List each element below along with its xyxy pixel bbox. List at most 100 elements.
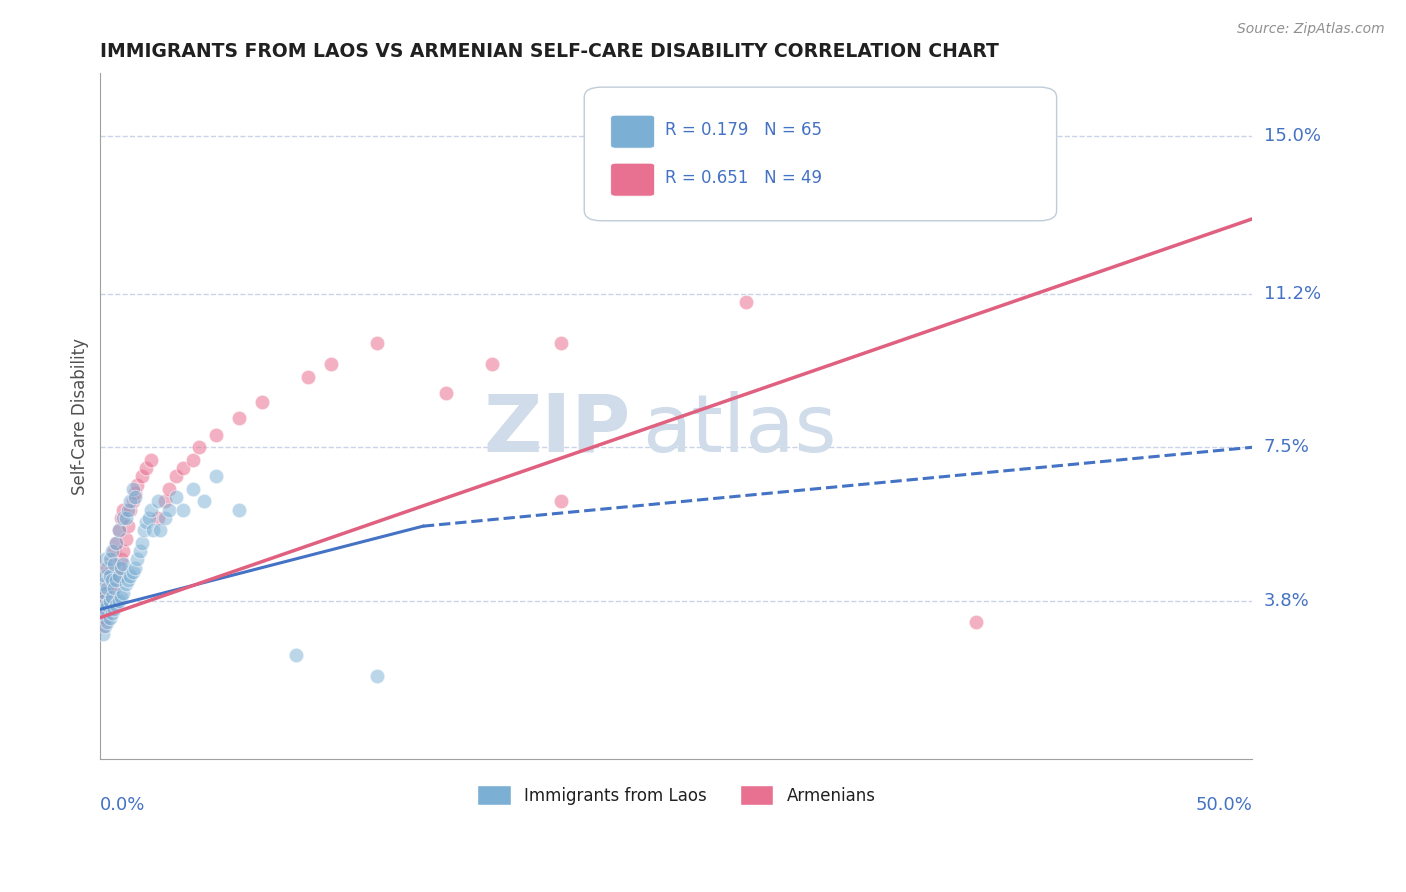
Point (550, 336, 572, 351)
Point (110, 560, 132, 574)
Point (98, 565, 121, 579)
Point (319, 357, 342, 371)
Point (112, 511, 135, 525)
Point (103, 544, 125, 558)
Text: 50.0%: 50.0% (1195, 797, 1253, 814)
Y-axis label: Self-Care Disability: Self-Care Disability (72, 337, 89, 494)
Text: Source: ZipAtlas.com: Source: ZipAtlas.com (1237, 22, 1385, 37)
Point (146, 494, 169, 508)
Text: 15.0%: 15.0% (1264, 127, 1320, 145)
Point (139, 452, 162, 467)
Point (103, 557, 125, 571)
Point (434, 386, 457, 401)
Point (101, 590, 124, 604)
Point (366, 669, 388, 683)
Point (112, 585, 135, 599)
Point (94, 560, 117, 574)
Point (101, 544, 124, 558)
Point (98, 610, 121, 624)
Point (91, 627, 114, 641)
Point (193, 494, 215, 508)
Point (105, 569, 128, 583)
Point (96, 560, 118, 574)
Point (112, 557, 135, 571)
Point (366, 336, 388, 351)
Point (105, 573, 128, 587)
Point (120, 569, 142, 583)
Point (96, 602, 118, 616)
Point (204, 469, 226, 483)
Point (96, 615, 118, 629)
Point (153, 494, 176, 508)
Point (98, 569, 121, 583)
Point (96, 582, 118, 596)
Point (94, 619, 117, 633)
Point (228, 502, 250, 516)
Point (107, 524, 129, 538)
Point (228, 411, 250, 425)
Point (107, 594, 129, 608)
Point (131, 536, 153, 550)
Point (105, 536, 128, 550)
Point (124, 560, 146, 574)
Point (550, 494, 572, 508)
Point (117, 519, 139, 533)
Text: 11.2%: 11.2% (1264, 285, 1320, 302)
Point (112, 544, 135, 558)
Text: IMMIGRANTS FROM LAOS VS ARMENIAN SELF-CARE DISABILITY CORRELATION CHART: IMMIGRANTS FROM LAOS VS ARMENIAN SELF-CA… (100, 42, 1000, 61)
Point (94, 585, 117, 599)
Point (142, 524, 165, 538)
Point (734, 294, 756, 309)
Point (94, 552, 117, 566)
Point (103, 582, 125, 596)
Point (146, 511, 169, 525)
Point (139, 502, 162, 516)
Point (481, 357, 503, 371)
Point (127, 477, 149, 491)
Point (107, 560, 129, 574)
Point (172, 461, 194, 475)
Point (297, 369, 319, 384)
Point (138, 511, 160, 525)
Point (96, 598, 118, 612)
Point (98, 552, 121, 566)
Legend: Immigrants from Laos, Armenians: Immigrants from Laos, Armenians (471, 779, 883, 812)
Point (117, 502, 139, 516)
Text: R = 0.651   N = 49: R = 0.651 N = 49 (665, 169, 823, 187)
Point (110, 590, 132, 604)
Point (94, 610, 117, 624)
Point (149, 524, 172, 538)
Point (131, 469, 153, 483)
Point (121, 482, 143, 496)
Point (165, 490, 187, 504)
Point (188, 440, 211, 454)
Point (153, 511, 176, 525)
Point (165, 469, 187, 483)
Point (204, 427, 226, 442)
Point (121, 494, 143, 508)
Point (101, 585, 124, 599)
Point (101, 607, 124, 621)
Point (91, 607, 114, 621)
Text: 7.5%: 7.5% (1264, 438, 1309, 456)
Point (91, 594, 114, 608)
Text: 0.0%: 0.0% (100, 797, 146, 814)
Point (172, 502, 194, 516)
Point (128, 544, 150, 558)
Point (120, 502, 142, 516)
Point (96, 577, 118, 591)
Point (98, 594, 121, 608)
Point (98, 594, 121, 608)
Point (117, 573, 139, 587)
Point (135, 515, 157, 529)
Point (159, 482, 181, 496)
FancyBboxPatch shape (610, 115, 655, 148)
Text: atlas: atlas (643, 391, 837, 469)
Point (105, 598, 128, 612)
FancyBboxPatch shape (585, 87, 1056, 221)
Text: 3.8%: 3.8% (1264, 592, 1309, 610)
Point (121, 565, 143, 579)
Point (107, 524, 129, 538)
Point (114, 532, 136, 546)
Point (120, 494, 142, 508)
